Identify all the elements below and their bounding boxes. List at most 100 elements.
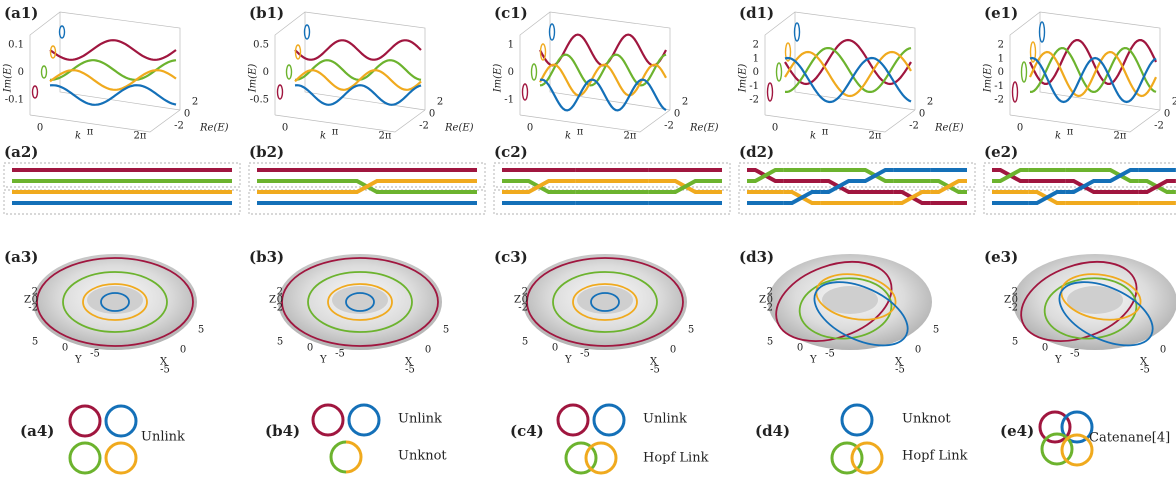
band-loop (1011, 81, 1019, 103)
band-curve (49, 84, 177, 106)
im-tick: -0.5 (250, 95, 269, 106)
im-tick: 0 (263, 67, 269, 78)
link-ring (104, 441, 138, 475)
band-curve (294, 69, 422, 91)
link-diagram (1038, 410, 1094, 467)
z-tick: -2 (518, 303, 528, 314)
k-tick: 0 (527, 123, 533, 134)
panel-label: (d3) (739, 248, 774, 266)
link-ring (556, 403, 590, 437)
x-tick: 0 (915, 345, 921, 356)
link-diagram (830, 403, 884, 475)
link-diagram (311, 403, 381, 474)
link-ring (347, 403, 381, 437)
x-tick: 0 (180, 345, 186, 356)
y-tick: 0 (797, 343, 803, 354)
im-tick: 1 (753, 53, 759, 64)
x-tick: 5 (933, 325, 939, 336)
band-curve (294, 59, 422, 81)
x-label: X (895, 357, 903, 368)
link-name: Unlink (141, 430, 185, 445)
band-loop (294, 44, 302, 60)
braid-box (248, 162, 486, 188)
torus-curve (100, 292, 130, 312)
link-ring (345, 440, 363, 474)
torus-curve (1043, 277, 1138, 340)
re-tick: 2 (437, 97, 443, 108)
band-curve (294, 84, 422, 106)
y-tick: 5 (32, 337, 38, 348)
k-tick: 2π (134, 131, 147, 142)
band-curve (784, 50, 912, 98)
y-tick: 5 (1012, 337, 1018, 348)
torus-curve (552, 271, 658, 333)
link-ring (1040, 432, 1074, 466)
band-plot (1009, 11, 1161, 133)
band-curve (539, 63, 667, 97)
strand (783, 190, 821, 205)
z-tick: 2 (277, 287, 283, 298)
link-ring (104, 404, 138, 438)
strand (930, 179, 967, 194)
link-ring (592, 403, 626, 437)
im-tick: 1 (508, 40, 514, 51)
torus (1013, 254, 1176, 350)
re-tick: -2 (909, 121, 919, 132)
band-curve (1029, 46, 1157, 94)
k-tick: π (577, 127, 584, 138)
panel-label: (d2) (739, 143, 774, 161)
k-tick: 0 (772, 123, 778, 134)
k-tick: 2π (624, 131, 637, 142)
link-name: Hopf Link (643, 451, 709, 466)
link-ring (1038, 410, 1072, 444)
band-loop (530, 63, 538, 81)
link-name: Unlink (643, 412, 687, 427)
torus-curve (36, 257, 194, 347)
link-name: Catenane[4] (1089, 431, 1170, 446)
re-tick: 0 (184, 109, 190, 120)
k-tick: 0 (282, 123, 288, 134)
link-name: Unknot (902, 412, 951, 427)
panel-label: (c1) (494, 4, 528, 22)
panel-label: (e3) (984, 248, 1018, 266)
panel-label: (e4) (1000, 422, 1034, 440)
z-label: Z (24, 295, 31, 306)
torus-curve (62, 271, 168, 333)
re-tick: 2 (192, 97, 198, 108)
panel-label: (b4) (265, 422, 300, 440)
im-tick: 2 (753, 40, 759, 51)
band-loop (285, 64, 293, 80)
re-tick: 2 (1172, 97, 1176, 108)
y-label: Y (74, 355, 82, 366)
torus-hole (577, 286, 633, 314)
panel-label: (c2) (494, 143, 528, 161)
im-tick: -1 (994, 81, 1004, 92)
torus (33, 254, 197, 350)
panel-label: (b2) (249, 143, 284, 161)
band-loop (775, 62, 783, 82)
band-loop (49, 45, 57, 59)
k-tick: π (332, 127, 339, 138)
im-tick: -1 (749, 81, 759, 92)
link-name: Hopf Link (902, 449, 968, 464)
link-ring (311, 403, 345, 437)
band-curve (1029, 56, 1157, 104)
panel-label: (a1) (4, 4, 38, 22)
y-tick: -5 (825, 349, 835, 360)
y-tick: 0 (1042, 343, 1048, 354)
z-label: Z (1004, 295, 1011, 306)
re-tick: 2 (682, 97, 688, 108)
band-loop (521, 83, 529, 101)
strand (257, 179, 477, 194)
torus-hole (822, 286, 878, 314)
link-ring (1060, 433, 1094, 467)
x-tick: -5 (650, 365, 660, 376)
k-tick: 2π (379, 131, 392, 142)
link-ring (584, 441, 618, 475)
y-tick: 0 (307, 343, 313, 354)
panel-label: (a4) (20, 422, 54, 440)
z-label: Z (514, 295, 521, 306)
link-ring (840, 403, 874, 437)
z-tick: -2 (273, 303, 283, 314)
z-tick: 0 (277, 295, 283, 306)
